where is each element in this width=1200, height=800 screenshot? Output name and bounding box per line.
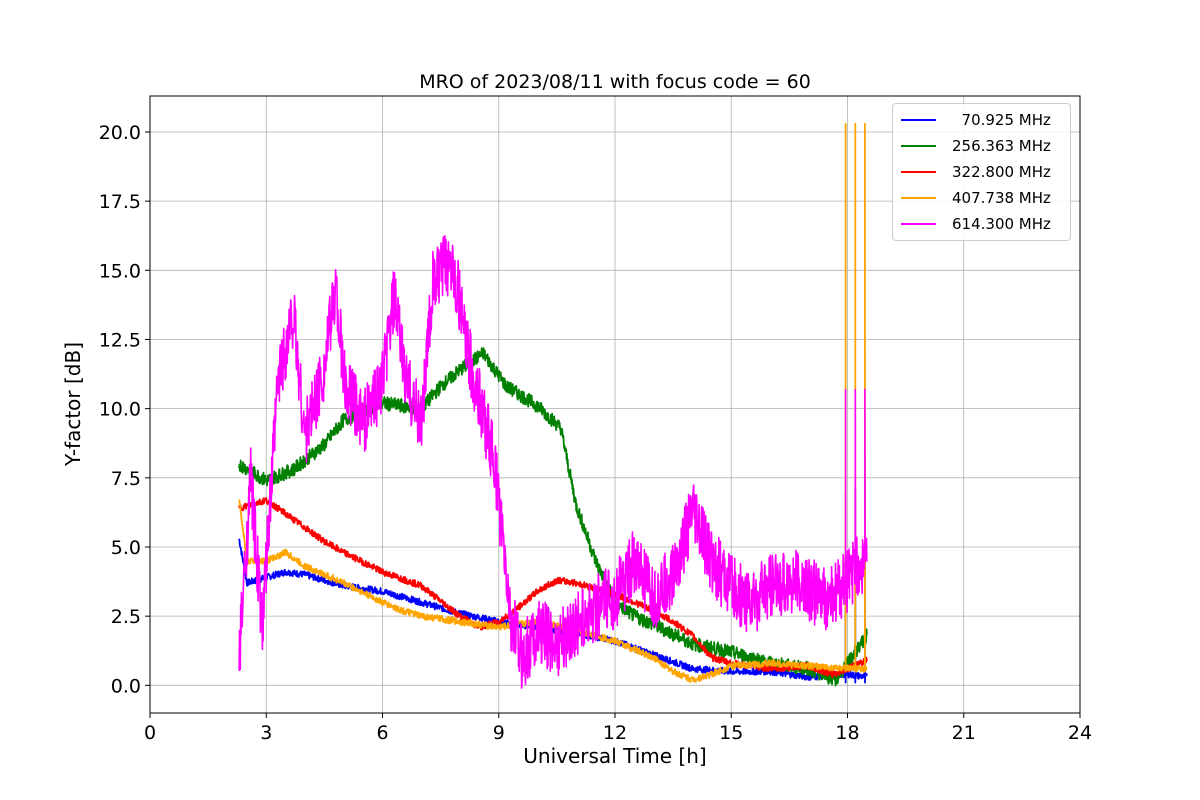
- x-axis-ticks: 0 3 6 9 12 15 18 21 24: [144, 713, 1092, 744]
- legend-swatch-256-363: [901, 145, 936, 147]
- legend-item-614-300: 614.300 MHz: [901, 211, 1062, 237]
- y-tick-label: 20.0: [99, 122, 141, 144]
- series-3: [238, 122, 868, 683]
- chart-title: MRO of 2023/08/11 with focus code = 60: [419, 71, 811, 93]
- legend-item-70-925: 70.925 MHz: [901, 107, 1062, 133]
- series-line-2: [238, 496, 868, 679]
- y-tick-label: 15.0: [99, 260, 141, 282]
- legend-label-256-363: 256.363 MHz: [952, 137, 1051, 155]
- legend-item-322-800: 322.800 MHz: [901, 159, 1062, 185]
- x-tick-label: 3: [260, 722, 272, 744]
- series-1: [238, 347, 868, 687]
- y-tick-label: 0.0: [111, 675, 141, 697]
- legend-label-70-925: 70.925 MHz: [952, 111, 1051, 129]
- legend-swatch-322-800: [901, 171, 936, 173]
- x-tick-label: 18: [835, 722, 859, 744]
- legend-label-614-300: 614.300 MHz: [952, 215, 1051, 233]
- legend-label-322-800: 322.800 MHz: [952, 163, 1051, 181]
- y-tick-label: 17.5: [99, 191, 141, 213]
- series-line-1: [238, 347, 868, 687]
- y-tick-label: 12.5: [99, 329, 141, 351]
- x-tick-label: 24: [1068, 722, 1092, 744]
- x-axis-label: Universal Time [h]: [523, 744, 706, 768]
- legend-swatch-70-925: [901, 119, 936, 121]
- legend-label-407-738: 407.738 MHz: [952, 189, 1051, 207]
- y-tick-label: 2.5: [111, 606, 141, 628]
- legend-swatch-407-738: [901, 197, 936, 199]
- plot-series: [238, 122, 868, 689]
- legend-item-407-738: 407.738 MHz: [901, 185, 1062, 211]
- y-tick-label: 5.0: [111, 537, 141, 559]
- x-tick-label: 9: [493, 722, 505, 744]
- x-tick-label: 21: [952, 722, 976, 744]
- y-axis-label: Y-factor [dB]: [61, 342, 85, 467]
- series-2: [238, 496, 868, 679]
- legend-item-256-363: 256.363 MHz: [901, 133, 1062, 159]
- x-tick-label: 15: [719, 722, 743, 744]
- series-line-4: [238, 235, 868, 689]
- legend: 70.925 MHz 256.363 MHz 322.800 MHz 407.7…: [892, 103, 1071, 241]
- x-tick-label: 12: [603, 722, 627, 744]
- series-line-3: [238, 122, 868, 683]
- x-tick-label: 6: [376, 722, 388, 744]
- x-tick-label: 0: [144, 722, 156, 744]
- y-tick-label: 10.0: [99, 399, 141, 421]
- legend-swatch-614-300: [901, 223, 936, 225]
- y-axis-ticks: 0.0 2.5 5.0 7.5 10.0 12.5 15.0 17.5 20.0: [99, 122, 150, 697]
- series-4: [238, 235, 868, 689]
- y-tick-label: 7.5: [111, 468, 141, 490]
